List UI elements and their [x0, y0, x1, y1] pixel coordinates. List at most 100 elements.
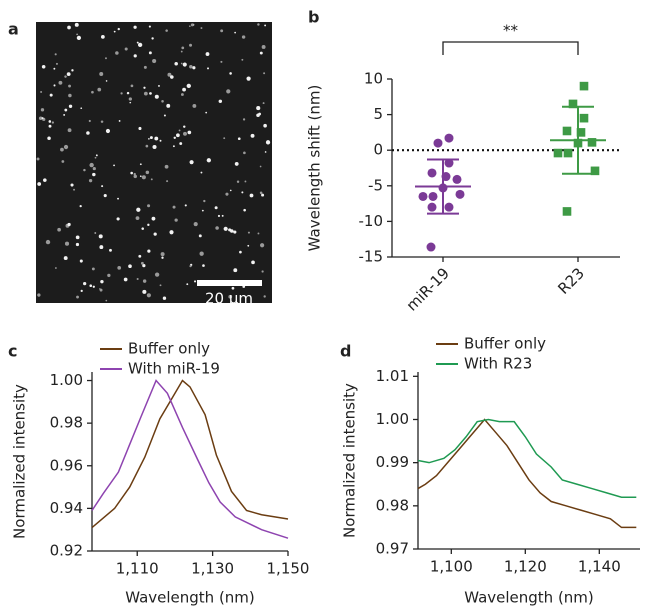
y-tick-label: 0.97 [376, 540, 409, 558]
spot [124, 47, 128, 51]
y-tick-label: 1.00 [50, 371, 83, 389]
spot [133, 172, 136, 176]
spot [97, 87, 102, 92]
spot [38, 116, 43, 121]
spot [207, 67, 210, 70]
spot [259, 51, 263, 55]
point [441, 172, 451, 182]
spot [98, 234, 103, 239]
spot [179, 142, 183, 145]
spot [189, 264, 192, 268]
spot [165, 29, 168, 32]
spot [75, 242, 80, 247]
spot [159, 139, 162, 142]
spot [63, 144, 69, 150]
series-line [91, 379, 289, 539]
spot [83, 281, 87, 286]
spot [113, 164, 115, 167]
spot [217, 214, 221, 218]
point [452, 174, 462, 184]
x-tick-label: 1,130 [191, 560, 234, 578]
spot [256, 113, 260, 118]
spot [55, 62, 58, 65]
spot [192, 66, 196, 70]
y-tick-label: 0.98 [50, 414, 83, 432]
spot [120, 92, 123, 95]
point [562, 126, 572, 136]
spot [140, 261, 144, 265]
spot [100, 279, 104, 284]
spot [236, 180, 240, 183]
spot [148, 51, 152, 55]
spot [259, 165, 262, 168]
spot [45, 239, 51, 245]
x-tick-label: 1,140 [578, 558, 621, 576]
y-tick-label: 0.96 [50, 456, 83, 474]
spot [109, 248, 112, 252]
spot [101, 185, 104, 188]
spot [91, 267, 95, 271]
spot [247, 231, 250, 234]
spot [61, 160, 65, 163]
spot [256, 106, 261, 111]
spot [92, 285, 95, 288]
spot [107, 273, 111, 278]
spot [136, 277, 139, 281]
spot [167, 72, 172, 77]
spot [164, 164, 169, 169]
x-tick-label: 1,150 [267, 560, 310, 578]
spot [128, 264, 132, 269]
point [553, 148, 563, 158]
spot [117, 265, 122, 270]
spot [263, 72, 266, 75]
spot [58, 80, 63, 85]
spot [41, 64, 46, 69]
panel-label: c [8, 342, 17, 361]
spot [169, 230, 174, 235]
spot [83, 168, 86, 172]
spot [151, 216, 156, 221]
spot [262, 102, 265, 105]
spot [51, 121, 54, 124]
spot [49, 93, 53, 97]
spot [189, 160, 194, 165]
spot [103, 194, 107, 198]
spot [138, 126, 142, 131]
spot [123, 277, 128, 282]
spot [43, 178, 47, 182]
spot [70, 183, 74, 187]
spot [166, 103, 171, 108]
spot [141, 227, 144, 230]
spot [228, 294, 233, 299]
spot [80, 289, 83, 293]
spot [176, 133, 180, 138]
y-tick-label: 0 [373, 141, 383, 159]
spot [105, 57, 107, 60]
spot [221, 214, 224, 217]
spot [263, 295, 266, 298]
spot [241, 191, 244, 194]
spot [48, 120, 52, 123]
series-line [417, 418, 637, 529]
spot [117, 197, 119, 200]
spot [54, 267, 57, 269]
point [428, 191, 438, 201]
y-tick-label: 0.92 [50, 542, 83, 560]
spot [263, 123, 267, 128]
y-tick-label: 5 [373, 105, 383, 123]
spot [205, 52, 210, 56]
x-axis-label: Wavelength (nm) [464, 589, 594, 607]
point [579, 81, 589, 91]
spot [183, 131, 187, 136]
panel-label: d [340, 342, 351, 361]
spot [203, 199, 206, 203]
point [590, 166, 600, 176]
spot [223, 137, 226, 140]
x-axis-label: Wavelength (nm) [125, 589, 255, 607]
spot [130, 84, 134, 88]
spot [71, 69, 74, 72]
spot [105, 80, 108, 82]
spot [99, 245, 104, 250]
spot [260, 243, 265, 248]
